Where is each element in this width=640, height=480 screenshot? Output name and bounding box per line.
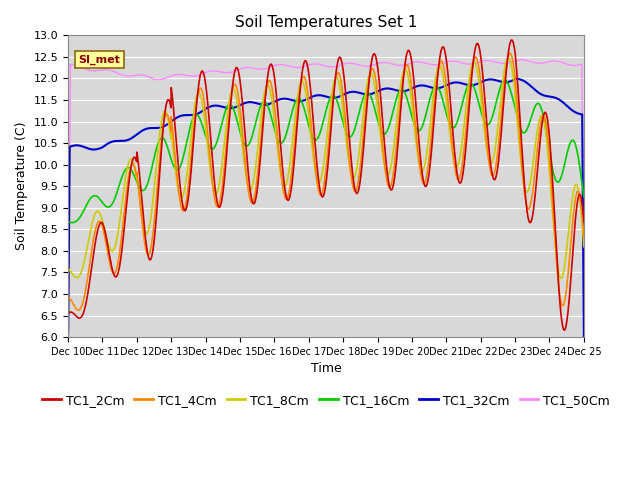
TC1_2Cm (352, 189, 360, 195)
TC1_50Cm (352, 61, 360, 67)
TC1_8Cm (64, 265, 72, 271)
Title: Soil Temperatures Set 1: Soil Temperatures Set 1 (235, 15, 417, 30)
TC1_16Cm (535, 101, 543, 107)
TC1_2Cm (64, 311, 72, 317)
TC1_32Cm (352, 89, 360, 95)
TC1_4Cm (341, 109, 349, 115)
TC1_4Cm (352, 188, 360, 193)
TC1_32Cm (580, 334, 588, 340)
TC1_16Cm (580, 194, 588, 200)
TC1_2Cm (476, 46, 483, 51)
TC1_32Cm (340, 91, 348, 97)
Y-axis label: Soil Temperature (C): Soil Temperature (C) (15, 122, 28, 251)
TC1_16Cm (501, 77, 509, 83)
TC1_32Cm (208, 103, 216, 109)
TC1_4Cm (208, 176, 216, 182)
TC1_4Cm (580, 234, 588, 240)
TC1_4Cm (549, 207, 557, 213)
Line: TC1_50Cm: TC1_50Cm (68, 60, 584, 330)
TC1_50Cm (476, 59, 483, 65)
TC1_2Cm (534, 156, 542, 161)
Line: TC1_32Cm: TC1_32Cm (68, 79, 584, 337)
TC1_4Cm (74, 307, 82, 313)
TC1_8Cm (557, 276, 564, 281)
TC1_4Cm (64, 294, 72, 300)
TC1_32Cm (513, 76, 521, 82)
TC1_2Cm (340, 78, 348, 84)
X-axis label: Time: Time (310, 362, 341, 375)
Legend: TC1_2Cm, TC1_4Cm, TC1_8Cm, TC1_16Cm, TC1_32Cm, TC1_50Cm: TC1_2Cm, TC1_4Cm, TC1_8Cm, TC1_16Cm, TC1… (37, 389, 615, 412)
TC1_16Cm (476, 104, 484, 109)
TC1_32Cm (64, 334, 72, 340)
TC1_2Cm (508, 37, 516, 43)
TC1_4Cm (476, 70, 484, 76)
TC1_50Cm (64, 327, 72, 333)
TC1_16Cm (68, 220, 76, 226)
TC1_2Cm (580, 219, 588, 225)
Line: TC1_8Cm: TC1_8Cm (68, 58, 584, 278)
TC1_32Cm (534, 90, 542, 96)
TC1_32Cm (476, 80, 483, 86)
TC1_2Cm (561, 327, 568, 333)
Text: SI_met: SI_met (78, 55, 120, 65)
TC1_8Cm (534, 121, 542, 127)
TC1_16Cm (208, 146, 216, 152)
TC1_50Cm (549, 58, 557, 64)
TC1_50Cm (580, 300, 588, 306)
TC1_32Cm (549, 94, 557, 100)
TC1_2Cm (549, 182, 557, 188)
TC1_4Cm (535, 134, 543, 140)
TC1_8Cm (580, 244, 588, 250)
TC1_16Cm (341, 125, 349, 131)
TC1_16Cm (64, 219, 72, 225)
Line: TC1_2Cm: TC1_2Cm (68, 40, 584, 330)
TC1_8Cm (504, 55, 512, 60)
TC1_8Cm (476, 83, 483, 89)
TC1_8Cm (208, 178, 216, 184)
Line: TC1_16Cm: TC1_16Cm (68, 80, 584, 223)
TC1_50Cm (518, 57, 525, 62)
TC1_16Cm (549, 168, 557, 174)
TC1_50Cm (208, 68, 216, 74)
TC1_8Cm (352, 171, 360, 177)
TC1_8Cm (549, 213, 557, 219)
TC1_4Cm (506, 50, 514, 56)
TC1_50Cm (340, 61, 348, 67)
TC1_8Cm (340, 121, 348, 127)
TC1_2Cm (208, 150, 216, 156)
TC1_16Cm (352, 122, 360, 128)
TC1_50Cm (534, 60, 542, 66)
Line: TC1_4Cm: TC1_4Cm (68, 53, 584, 310)
